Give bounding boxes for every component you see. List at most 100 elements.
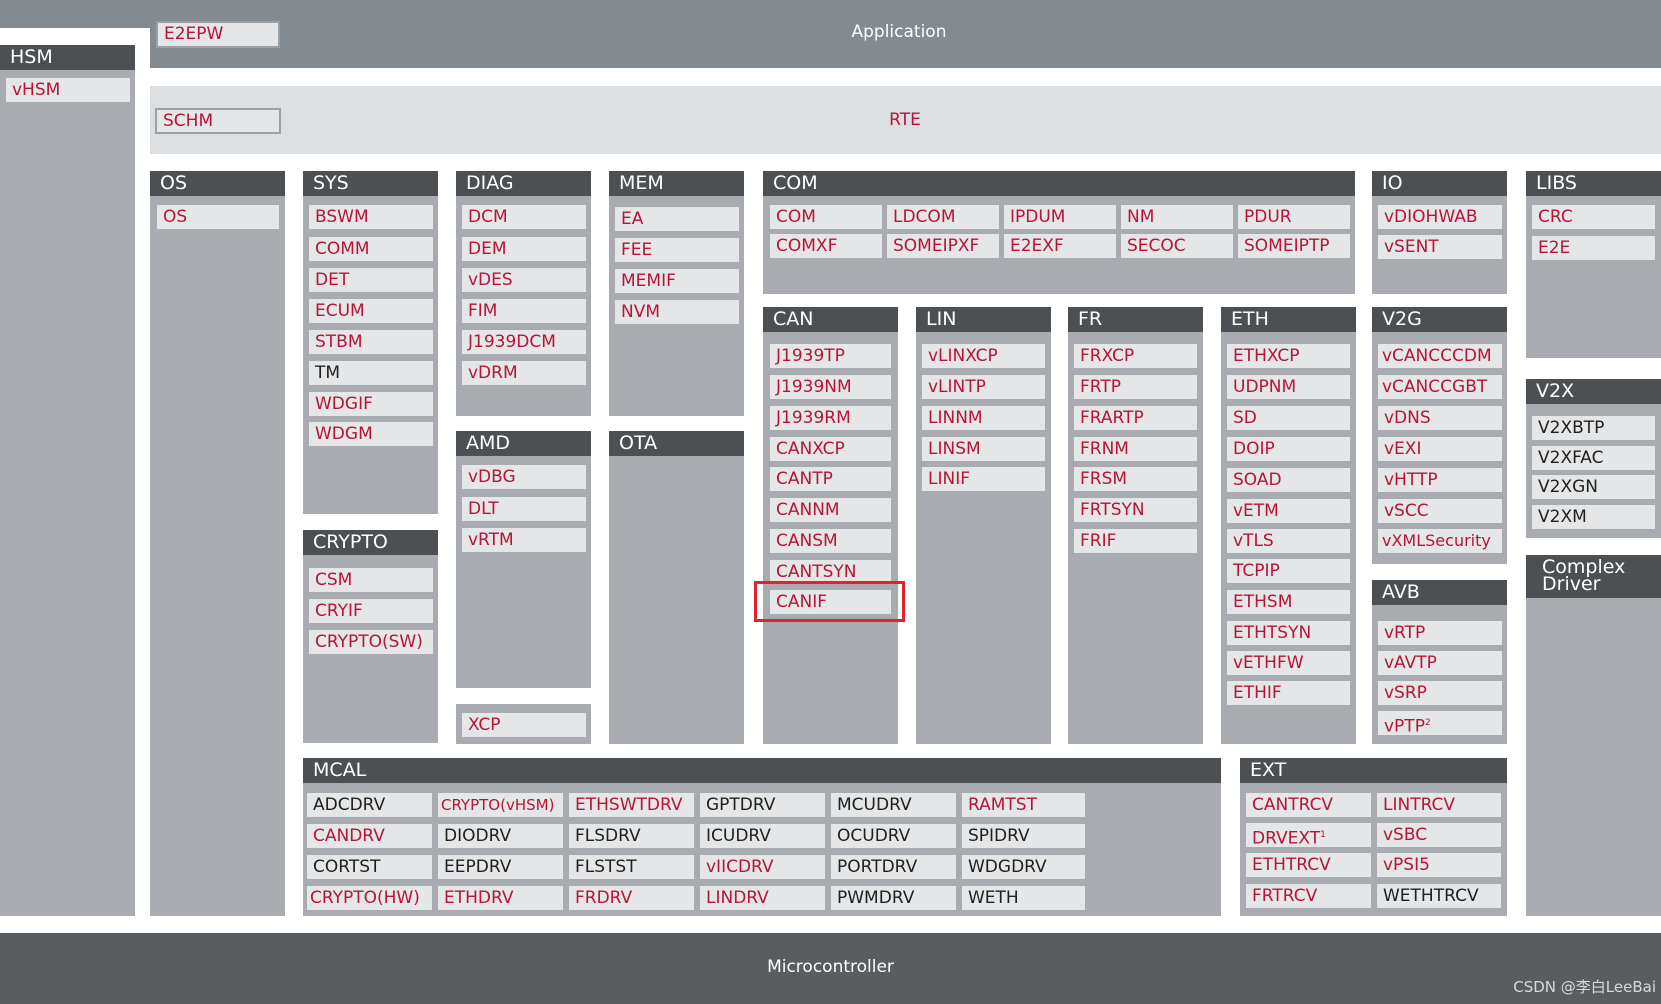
vsent-module: vSENT: [1378, 235, 1502, 259]
complex-driver-line2: Driver: [1542, 573, 1601, 595]
vetm-module: vETM: [1227, 499, 1350, 523]
e2epw-module: E2EPW: [156, 21, 280, 48]
ecum-module: ECUM: [309, 299, 433, 323]
frtp-module: FRTP: [1074, 375, 1197, 399]
lin-header: LIN: [916, 307, 1051, 332]
vlinxcp-module: vLINXCP: [922, 344, 1045, 368]
sd-module: SD: [1227, 406, 1350, 430]
ethswtdrv-module: ETHSWTDRV: [569, 793, 694, 817]
memif-module: MEMIF: [615, 269, 739, 293]
cryif-module: CRYIF: [309, 599, 433, 623]
amd-header: AMD: [456, 431, 591, 456]
schm-module: SCHM: [155, 108, 281, 134]
diag-header: DIAG: [456, 171, 591, 196]
vtls-module: vTLS: [1227, 529, 1350, 553]
vdns-module: vDNS: [1378, 406, 1502, 430]
linnm-module: LINNM: [922, 406, 1045, 430]
pwmdrv-module: PWMDRV: [831, 886, 956, 910]
dem-module: DEM: [462, 237, 586, 261]
j1939rm-module: J1939RM: [770, 406, 891, 430]
vhttp-module: vHTTP: [1378, 468, 1502, 492]
cannm-module: CANNM: [770, 498, 891, 522]
nvm-module: NVM: [615, 300, 739, 324]
gptdrv-module: GPTDRV: [700, 793, 825, 817]
lindrv-module: LINDRV: [700, 886, 825, 910]
canif-highlight-box: [754, 581, 905, 622]
vptp-footnote: 2: [1424, 718, 1431, 728]
hsm-header: HSM: [0, 45, 135, 70]
linsm-module: LINSM: [922, 437, 1045, 461]
dcm-module: DCM: [462, 205, 586, 229]
crypto-vhsm-module: CRYPTO(vHSM): [438, 793, 563, 817]
vdbg-module: vDBG: [462, 465, 586, 489]
ethtrcv-module: ETHTRCV: [1246, 853, 1371, 877]
drvext-footnote: 1: [1320, 830, 1326, 840]
cantp-module: CANTP: [770, 467, 891, 491]
ethif-module: ETHIF: [1227, 681, 1350, 705]
fr-header: FR: [1068, 307, 1203, 332]
icudrv-module: ICUDRV: [700, 824, 825, 848]
viicdrv-module: vIICDRV: [700, 855, 825, 879]
frartp-module: FRARTP: [1074, 406, 1197, 430]
ethdrv-module: ETHDRV: [438, 886, 563, 910]
v2xm-module: V2XM: [1532, 505, 1655, 529]
canxcp-module: CANXCP: [770, 437, 891, 461]
vsrp-module: vSRP: [1378, 681, 1502, 705]
vdrm-module: vDRM: [462, 361, 586, 385]
vcanccdm-module: vCANCCCDM: [1378, 344, 1502, 368]
flstst-module: FLSTST: [569, 855, 694, 879]
frxcp-module: FRXCP: [1074, 344, 1197, 368]
candrv-module: CANDRV: [307, 824, 432, 848]
vptp-module: vPTP2: [1378, 711, 1502, 735]
vsbc-module: vSBC: [1377, 823, 1501, 847]
crypto-sw-module: CRYPTO(SW): [309, 630, 433, 654]
vrtm-module: vRTM: [462, 528, 586, 552]
vhsm-module: vHSM: [6, 78, 130, 102]
complex-driver-header: Complex Driver: [1526, 555, 1661, 598]
portdrv-module: PORTDRV: [831, 855, 956, 879]
frif-module: FRIF: [1074, 529, 1197, 553]
application-label: Application: [851, 22, 947, 42]
ethxcp-module: ETHXCP: [1227, 344, 1350, 368]
vavtp-module: vAVTP: [1378, 651, 1502, 675]
j1939nm-module: J1939NM: [770, 375, 891, 399]
v2xbtp-module: V2XBTP: [1532, 416, 1655, 440]
ocudrv-module: OCUDRV: [831, 824, 956, 848]
drvext-label: DRVEXT: [1252, 828, 1321, 847]
rte-label: RTE: [889, 110, 921, 130]
frdrv-module: FRDRV: [569, 886, 694, 910]
libs-header: LIBS: [1526, 171, 1661, 196]
someipxf-module: SOMEIPXF: [887, 234, 999, 258]
amd-body: [456, 456, 591, 688]
wdgdrv-module: WDGDRV: [962, 855, 1085, 879]
frtrcv-module: FRTRCV: [1246, 884, 1371, 908]
hsm-body: [0, 70, 135, 916]
soad-module: SOAD: [1227, 468, 1350, 492]
csm-module: CSM: [309, 568, 433, 592]
ota-header: OTA: [609, 431, 744, 456]
cansm-module: CANSM: [770, 529, 891, 553]
io-header: IO: [1372, 171, 1507, 196]
complex-driver-line1: Complex: [1542, 556, 1626, 578]
complex-driver-body: [1526, 598, 1661, 916]
vdiohwab-module: vDIOHWAB: [1378, 205, 1502, 229]
os-body: [150, 196, 285, 916]
tm-module: TM: [309, 361, 433, 385]
secoc-module: SECOC: [1121, 234, 1233, 258]
nm-module: NM: [1121, 205, 1233, 229]
pdur-module: PDUR: [1238, 205, 1350, 229]
wdgif-module: WDGIF: [309, 392, 433, 416]
mem-header: MEM: [609, 171, 744, 196]
comxf-module: COMXF: [770, 234, 882, 258]
e2exf-module: E2EXF: [1004, 234, 1116, 258]
vpsi5-module: vPSI5: [1377, 853, 1501, 877]
diodrv-module: DIODRV: [438, 824, 563, 848]
e2e-module: E2E: [1532, 236, 1655, 260]
rte-layer: [150, 86, 1661, 154]
v2x-header: V2X: [1526, 379, 1661, 404]
j1939dcm-module: J1939DCM: [462, 330, 586, 354]
eepdrv-module: EEPDRV: [438, 855, 563, 879]
eth-header: ETH: [1221, 307, 1356, 332]
microcontroller-layer: [0, 933, 1661, 1004]
xcp-module: XCP: [462, 713, 586, 737]
